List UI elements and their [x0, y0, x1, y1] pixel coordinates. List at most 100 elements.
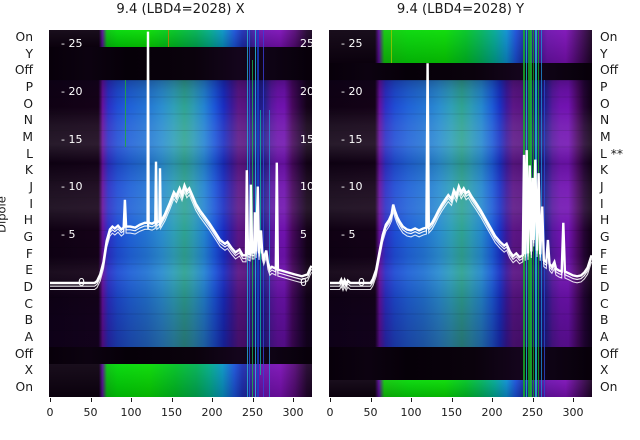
x-tick-label: 300 — [562, 406, 584, 419]
row-label-left: Y — [25, 46, 33, 61]
x-tick — [370, 398, 372, 402]
heatmap-band-field — [49, 80, 312, 347]
heatmap-panel: - 25 - 20 - 15 - 10 - 5 0 25 20 15 10 5 0 — [49, 30, 312, 397]
row-label-right: P — [600, 80, 608, 94]
row-label-left: Off — [14, 346, 33, 361]
row-label-left: E — [25, 263, 33, 278]
row-label-right: M — [600, 130, 611, 144]
row-label-left: A — [24, 330, 33, 344]
inner-ytick-label: - 10 — [341, 180, 363, 194]
row-label-right: B — [600, 313, 609, 328]
heatmap-band-black — [49, 46, 312, 81]
inner-ytick-label-right: 10 — [300, 180, 312, 194]
row-label-left: F — [25, 246, 33, 261]
row-label-right: C — [600, 296, 609, 311]
x-tick — [212, 398, 213, 402]
inner-ytick-label-right: 15 — [300, 132, 312, 146]
inner-ytick-label-right: 25 — [300, 37, 312, 51]
row-label-right: Y — [600, 46, 608, 61]
row-label-right: D — [600, 280, 610, 294]
row-label-left: O — [23, 96, 33, 111]
row-label-left: Off — [14, 63, 33, 78]
heatmap-band-green — [49, 363, 312, 397]
inner-ytick-label: - 25 — [61, 37, 83, 51]
inner-ytick-label: - 20 — [341, 84, 363, 98]
panel-title-x: 9.4 (LBD4=2028) X — [116, 2, 245, 17]
x-tick-label: 0 — [326, 406, 334, 419]
row-label-right: O — [600, 96, 610, 111]
row-label-left: J — [29, 180, 33, 194]
row-label-right: N — [600, 113, 610, 128]
row-label-right: Off — [600, 63, 619, 78]
row-label-left: G — [23, 230, 33, 244]
row-label-right: J — [600, 180, 604, 194]
row-label-right: A — [600, 330, 609, 344]
heatmap-band-field — [329, 80, 592, 347]
inner-ytick-label: - 15 — [341, 132, 363, 146]
signal-curve-line — [330, 66, 592, 289]
row-label-left: N — [23, 113, 33, 128]
row-label-right: F — [600, 246, 608, 261]
row-label-right: H — [600, 213, 610, 228]
heatmap-band-green — [49, 30, 312, 47]
inner-ytick-label-right: 20 — [300, 84, 312, 98]
heatmap-band-green — [329, 30, 592, 64]
row-label-right: X — [600, 363, 609, 378]
signal-curve — [50, 31, 312, 291]
row-label-left: On — [15, 30, 33, 44]
x-tick — [411, 398, 412, 402]
inner-ytick-label: - 15 — [61, 132, 83, 146]
x-tick-label: 300 — [282, 406, 304, 419]
x-tick — [573, 398, 574, 402]
inner-ytick-label-right: 5 — [300, 228, 307, 242]
row-label-right: E — [600, 263, 608, 278]
x-tick-label: 0 — [46, 406, 54, 419]
x-tick — [252, 398, 254, 402]
row-label-right: On — [600, 380, 618, 394]
x-tick-label: 200 — [201, 406, 223, 419]
x-tick-label: 150 — [441, 406, 462, 419]
signal-curve — [330, 63, 592, 292]
row-label-left: P — [25, 80, 33, 94]
x-tick — [293, 398, 294, 402]
row-label-left: H — [23, 213, 33, 228]
row-label-left: C — [24, 296, 33, 311]
x-tick-label: 50 — [363, 406, 378, 419]
row-label-left: On — [15, 380, 33, 394]
inner-ytick-label: 0 — [358, 276, 365, 289]
heatmap-stripe — [263, 30, 265, 397]
row-label-right: I — [600, 196, 604, 211]
x-tick-label: 150 — [161, 406, 182, 419]
row-label-left: D — [23, 280, 33, 294]
x-tick — [492, 398, 493, 402]
heatmap-stripe — [124, 80, 126, 147]
x-tick-label: 200 — [481, 406, 503, 419]
heatmap-band-black — [49, 346, 312, 364]
x-tick — [330, 398, 331, 402]
signal-curve-line — [50, 34, 312, 287]
row-label-right: K — [600, 163, 609, 178]
inner-ytick-label: - 20 — [61, 84, 83, 98]
signal-curve-line — [330, 69, 592, 292]
x-tick — [532, 398, 534, 402]
inner-ytick-label: - 5 — [61, 228, 76, 242]
row-label-left: M — [22, 130, 33, 144]
inner-ytick-label: - 25 — [341, 37, 363, 51]
row-label-right: L ** — [600, 146, 624, 161]
heatmap-stripe — [268, 110, 270, 397]
x-tick — [131, 398, 132, 402]
x-tick — [50, 398, 51, 402]
x-tick-label: 250 — [242, 406, 263, 419]
x-tick-label: 50 — [83, 406, 98, 419]
x-tick — [451, 398, 453, 402]
row-label-left: K — [24, 163, 33, 178]
heatmap-stripe — [168, 30, 170, 47]
row-label-left: L — [26, 146, 33, 161]
row-label-right: Off — [600, 346, 619, 361]
row-label-left: I — [29, 196, 33, 211]
row-label-right: G — [600, 230, 610, 244]
row-label-left: B — [24, 313, 33, 328]
signal-curve-line — [330, 63, 592, 288]
heatmap-band-black — [329, 346, 592, 381]
